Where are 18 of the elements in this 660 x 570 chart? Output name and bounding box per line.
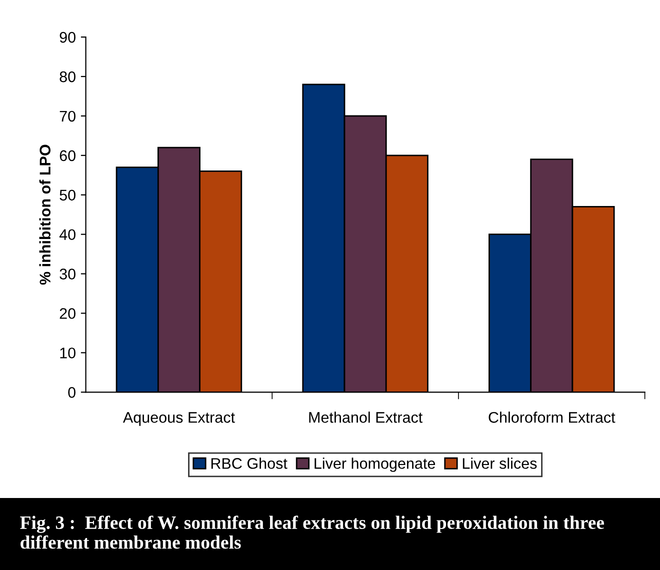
y-tick-label: 0 [68,387,76,398]
y-tick-label: 10 [60,348,76,358]
y-tick-label: 60 [60,150,76,162]
x-tick-label: Chloroform Extract [488,412,616,423]
y-tick-label: 80 [60,71,76,82]
y-tick-label: 90 [60,32,76,43]
y-tick-label: 50 [60,190,76,201]
y-tick-label: 40 [59,229,76,240]
y-tick-label: 70 [60,110,76,122]
x-tick-label: Methanol Extract [309,412,423,423]
legend-label: Liver homogenate [314,458,436,472]
y-tick-label: 20 [60,308,76,319]
x-tick-label: Aqueous Extract [122,412,235,426]
y-tick-label: 30 [60,268,76,280]
legend-label: RBC Ghost [211,458,288,469]
y-axis-title: % inhibition of LPO [39,144,51,285]
caption: Fig. 3 : Effect of W. somnifera leaf extracts on lipid peroxidation in three different membrane models [20,516,604,549]
legend-label: Liver slices [462,458,537,469]
